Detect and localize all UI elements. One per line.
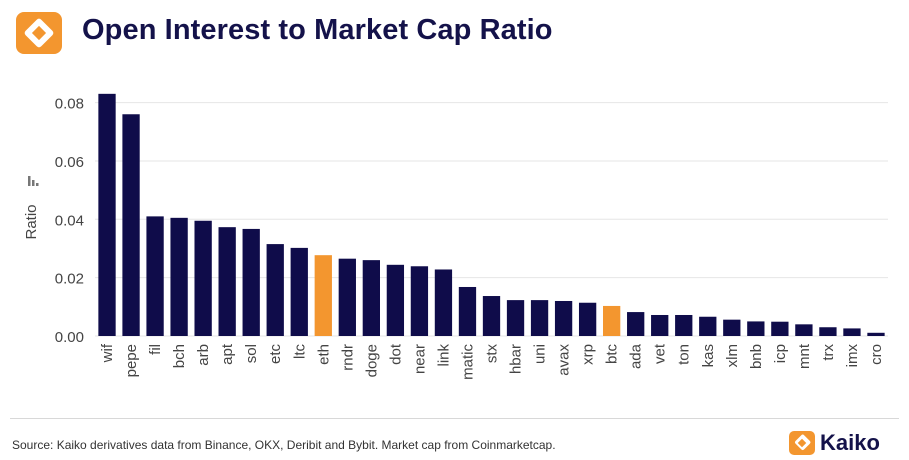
bar-link [434, 269, 453, 336]
bar-kas [699, 316, 717, 336]
bar-cro [867, 332, 885, 336]
bar-bnb [747, 321, 765, 336]
bar-uni [530, 300, 549, 336]
kaiko-brand-icon [789, 431, 815, 455]
header: Open Interest to Market Cap Ratio [0, 0, 909, 70]
x-tick-label: stx [484, 344, 501, 364]
x-tick-label: fil [147, 344, 164, 355]
bar-doge [362, 260, 380, 336]
x-tick-label: cro [868, 344, 885, 365]
bar-trx [819, 327, 837, 336]
x-tick-label: kas [700, 344, 717, 367]
y-tick-label: 0.00 [55, 329, 84, 346]
bar-matic [458, 286, 477, 336]
x-tick-label: eth [315, 344, 332, 365]
x-tick-label: arb [195, 344, 212, 366]
x-tick-label: ton [676, 344, 693, 365]
x-tick-label: ada [628, 343, 645, 369]
x-tick-label: rndr [339, 344, 356, 371]
x-tick-label: trx [820, 344, 837, 361]
x-tick-label: btc [604, 344, 621, 365]
y-tick-label: 0.06 [55, 154, 84, 171]
bar-fil [146, 216, 164, 336]
bar-dot [386, 264, 405, 336]
chart-title: Open Interest to Market Cap Ratio [82, 14, 553, 46]
bar-chart-icon [28, 176, 39, 186]
bar-hbar [506, 300, 525, 336]
bar-bch [170, 217, 188, 336]
bar-icp [771, 321, 789, 336]
bar-ltc [290, 247, 308, 336]
bar-sol [242, 228, 260, 336]
bar-wif [98, 93, 116, 336]
x-tick-label: link [435, 344, 452, 367]
bar-etc [266, 244, 284, 336]
bar-ton [675, 314, 693, 336]
x-tick-label: bch [171, 344, 188, 368]
x-tick-label: etc [267, 344, 284, 365]
x-tick-label: wif [99, 343, 116, 363]
bar-stx [482, 296, 501, 336]
bar-ada [627, 312, 645, 336]
x-tick-label: imx [844, 344, 861, 368]
x-tick-label: xlm [724, 344, 741, 367]
source-note: Source: Kaiko derivatives data from Bina… [12, 438, 556, 452]
x-tick-label: mnt [796, 343, 813, 369]
x-tick-label: avax [556, 344, 573, 376]
bar-imx [843, 328, 861, 336]
kaiko-logo-icon [16, 12, 62, 54]
bar-pepe [122, 114, 140, 336]
x-tick-label: xrp [580, 344, 597, 365]
x-tick-label: pepe [123, 344, 140, 377]
x-tick-label: vet [652, 343, 669, 364]
x-tick-label: sol [243, 344, 260, 363]
y-tick-label: 0.04 [55, 212, 84, 229]
x-tick-label: ltc [291, 344, 308, 360]
y-tick-label: 0.02 [55, 271, 84, 288]
bar-xlm [723, 319, 741, 336]
bar-near [410, 266, 429, 336]
bar-arb [194, 220, 212, 336]
bar-xrp [578, 302, 597, 336]
x-tick-label: uni [532, 344, 549, 364]
x-tick-label: matic [459, 344, 476, 380]
bar-avax [554, 300, 573, 336]
x-tick-label: doge [363, 344, 380, 377]
x-tick-label: icp [772, 344, 789, 363]
x-tick-label: bnb [748, 344, 765, 369]
x-tick-label: near [411, 344, 428, 374]
x-tick-label: hbar [508, 344, 525, 374]
bar-apt [218, 227, 236, 336]
footer-divider [10, 418, 899, 419]
footer-brand: Kaiko [788, 428, 903, 458]
bar-rndr [338, 258, 356, 336]
x-tick-label: dot [387, 343, 404, 365]
bar-btc [603, 305, 621, 336]
brand-name: Kaiko [820, 430, 880, 455]
bar-vet [651, 314, 669, 336]
bar-mnt [795, 324, 813, 336]
x-tick-label: apt [219, 343, 236, 365]
y-tick-label: 0.08 [55, 96, 84, 113]
bar-chart: 0.00 0.02 0.04 0.06 0.08 Ratio wif pepe fil bch ar… [23, 93, 888, 380]
bar-eth [314, 255, 332, 336]
y-axis-label: Ratio [23, 204, 40, 239]
